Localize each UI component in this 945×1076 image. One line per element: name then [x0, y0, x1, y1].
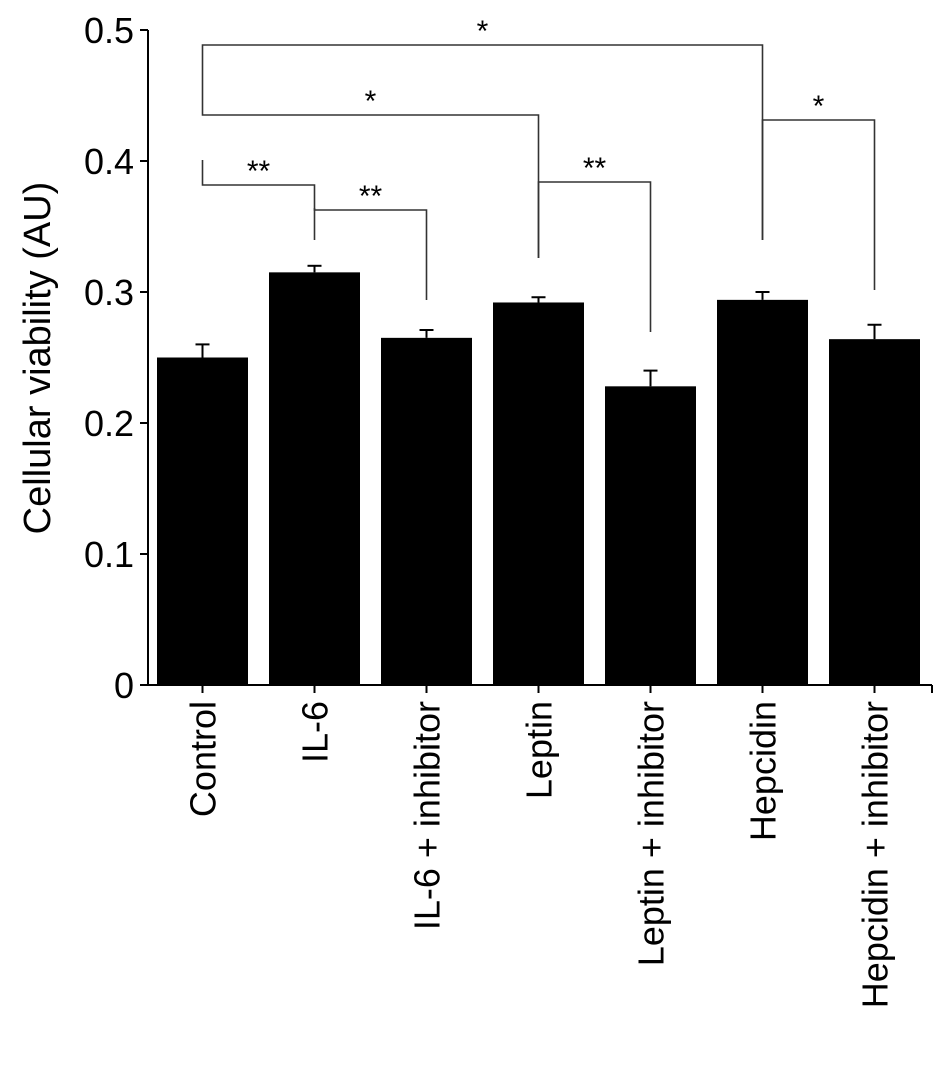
significance-bracket	[313, 208, 428, 300]
significance-marker: *	[477, 15, 489, 48]
bars	[157, 272, 920, 685]
y-tick-label: 0.1	[84, 534, 134, 575]
significance-brackets: ** *******	[201, 15, 876, 332]
y-tick-label: 0.4	[84, 141, 134, 182]
x-tick-label: Control	[183, 701, 224, 817]
significance-marker: **	[359, 180, 383, 213]
bar	[269, 272, 360, 685]
bar	[605, 386, 696, 685]
significance-marker: *	[813, 90, 825, 123]
y-tick-label: 0.2	[84, 403, 134, 444]
significance-bracket	[537, 181, 652, 332]
bar	[717, 299, 808, 685]
significance-marker: *	[365, 85, 377, 118]
y-axis: 0 0.1 0.2 0.3 0.4 0.5	[84, 10, 149, 706]
significance-bracket	[761, 119, 876, 290]
significance-marker: **	[583, 152, 607, 185]
x-tick-label: Leptin + inhibitor	[631, 701, 672, 966]
y-axis-label: Cellular viability (AU)	[17, 182, 59, 535]
y-tick-label: 0	[114, 665, 134, 706]
bar	[381, 337, 472, 685]
significance-bracket	[201, 44, 764, 240]
x-tick-label: IL-6 + inhibitor	[407, 701, 448, 930]
y-tick-label: 0.3	[84, 272, 134, 313]
x-tick-label: Hepcidin + inhibitor	[855, 701, 896, 1008]
y-tick-label: 0.5	[84, 10, 134, 51]
x-tick-label: Hepcidin	[743, 701, 784, 841]
x-tick-label: Leptin	[519, 701, 560, 799]
error-bars	[195, 264, 882, 387]
x-axis: Control IL-6 IL-6 + inhibitor Leptin Leptin …	[148, 684, 933, 1008]
significance-bracket	[201, 160, 316, 240]
x-tick-label: IL-6	[295, 701, 336, 763]
significance-marker: **	[247, 155, 271, 188]
bar	[157, 357, 248, 685]
bar	[829, 339, 920, 685]
bar	[493, 302, 584, 685]
